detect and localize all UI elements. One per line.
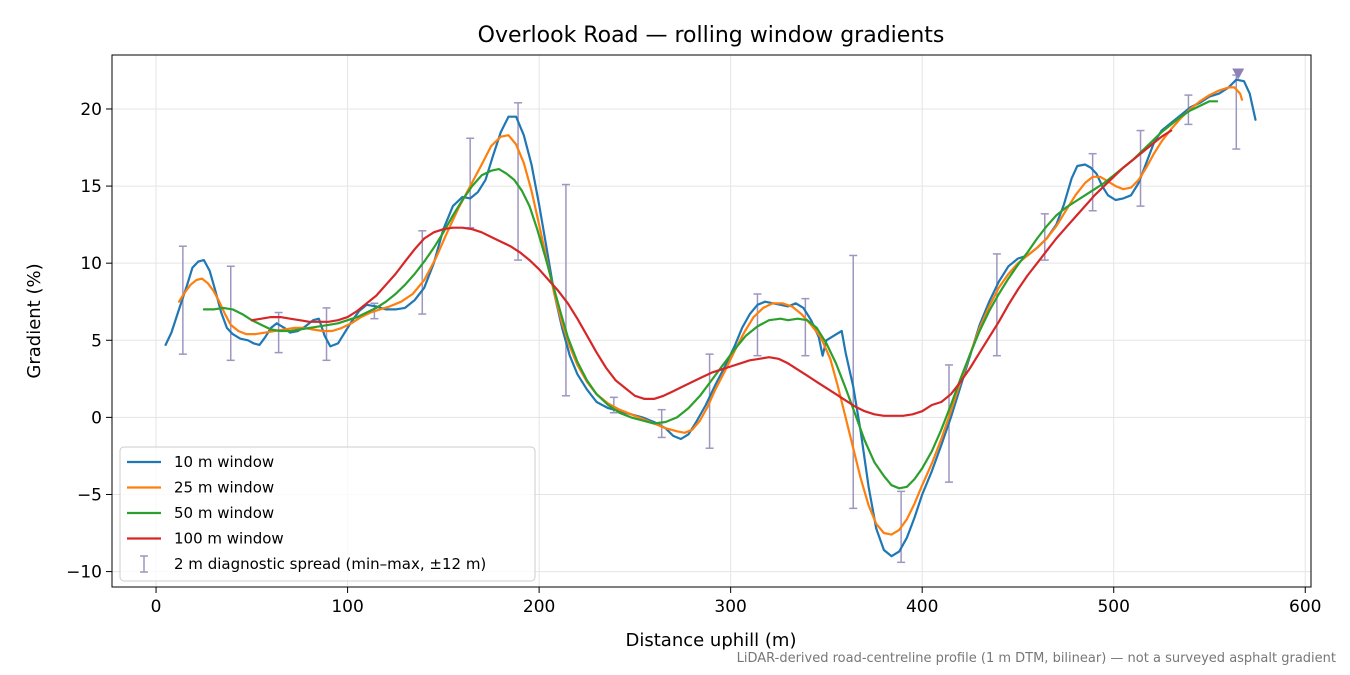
chart-title: Overlook Road — rolling window gradients xyxy=(478,23,945,48)
error-bar xyxy=(1088,152,1097,212)
x-tick-label: 100 xyxy=(331,597,363,617)
y-tick-label: −5 xyxy=(77,485,102,505)
peak-marker xyxy=(1232,68,1245,80)
error-bar xyxy=(992,253,1001,357)
footnote: LiDAR-derived road-centreline profile (1… xyxy=(736,651,1336,666)
x-tick-label: 300 xyxy=(714,597,746,617)
y-tick-label: 5 xyxy=(91,331,102,351)
x-tick-label: 600 xyxy=(1289,597,1321,617)
legend-label: 2 m diagnostic spread (min–max, ±12 m) xyxy=(174,555,486,573)
x-axis-ticks: 0 100 200 300 400 500 600 xyxy=(151,587,1321,617)
x-axis-label: Distance uphill (m) xyxy=(626,630,797,651)
y-tick-label: 0 xyxy=(91,408,102,428)
error-bar xyxy=(322,307,331,362)
x-tick-label: 500 xyxy=(1097,597,1129,617)
y-axis-label: Gradient (%) xyxy=(24,263,45,378)
legend-entry: 2 m diagnostic spread (min–max, ±12 m) xyxy=(140,555,486,573)
legend: 10 m window 25 m window 50 m window 100 m w… xyxy=(119,446,536,582)
x-tick-label: 200 xyxy=(523,597,555,617)
legend-label: 10 m window xyxy=(174,453,274,471)
x-tick-label: 400 xyxy=(906,597,938,617)
error-bar xyxy=(274,311,283,354)
gridlines xyxy=(112,55,1311,587)
error-bar xyxy=(1136,129,1145,207)
error-bar xyxy=(561,183,570,397)
y-tick-label: 10 xyxy=(80,254,102,274)
legend-label: 25 m window xyxy=(174,479,274,497)
plot-frame xyxy=(111,54,1312,588)
series-line-25-m-window xyxy=(177,86,1244,536)
legend-entry: 50 m window xyxy=(127,504,274,522)
markers xyxy=(1232,68,1245,80)
error-bar xyxy=(1232,74,1241,150)
series-line-50-m-window xyxy=(202,100,1219,490)
series-line-10-m-window xyxy=(164,78,1257,558)
legend-entry: 100 m window xyxy=(127,530,284,548)
error-bar xyxy=(226,265,235,362)
legend-label: 100 m window xyxy=(174,530,284,548)
legend-entry: 25 m window xyxy=(127,479,274,497)
legend-box xyxy=(119,446,536,582)
y-tick-label: −10 xyxy=(66,563,102,583)
error-bar xyxy=(801,297,810,357)
legend-entry: 10 m window xyxy=(127,453,274,471)
legend-label: 50 m window xyxy=(174,504,274,522)
x-tick-label: 0 xyxy=(151,597,162,617)
error-bar xyxy=(418,230,427,315)
y-axis-ticks: −10 −5 0 5 10 15 20 xyxy=(66,100,112,583)
error-bar xyxy=(514,102,523,261)
series-line-100-m-window xyxy=(250,129,1173,417)
y-tick-label: 15 xyxy=(80,177,102,197)
series-lines xyxy=(164,78,1257,558)
y-tick-label: 20 xyxy=(80,100,102,120)
